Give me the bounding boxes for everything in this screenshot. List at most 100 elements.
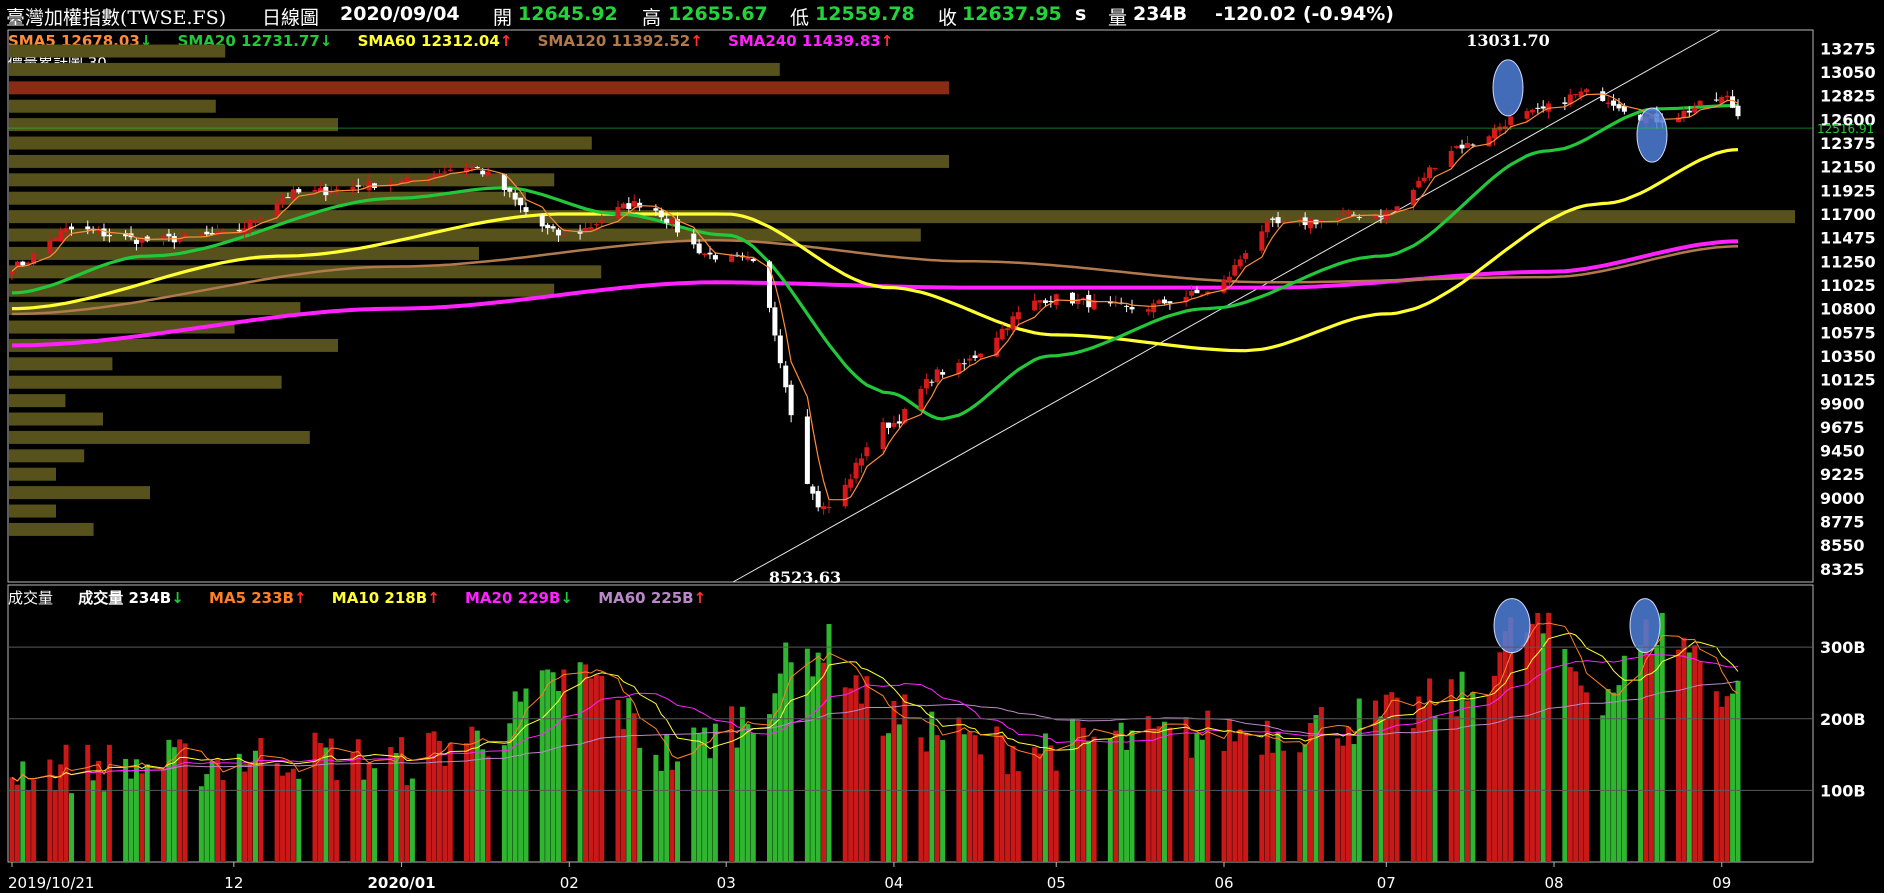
volume-bar <box>788 662 794 862</box>
volume-bar <box>615 700 621 862</box>
volume-profile-bar <box>9 99 216 113</box>
price-tick-label: 9900 <box>1820 394 1865 413</box>
candle <box>1308 217 1314 234</box>
volume-bar <box>252 750 258 862</box>
candle <box>1524 108 1530 122</box>
candle-body <box>139 238 145 243</box>
candle-body <box>804 416 810 484</box>
volume-bar <box>696 733 702 862</box>
volume-tick-label: 100B <box>1820 781 1866 800</box>
volume-bar <box>669 769 675 862</box>
volume-bar <box>961 734 967 862</box>
volume-tick-label: 300B <box>1820 638 1866 657</box>
sma120-legend[interactable]: SMA120 11392.52↑ <box>537 32 703 50</box>
volume-bar <box>123 758 129 862</box>
candle <box>101 223 107 242</box>
candle <box>853 457 859 484</box>
volume-bar <box>1297 752 1303 862</box>
candle <box>886 422 892 435</box>
volume-bar <box>539 670 545 862</box>
volume-bar <box>1719 706 1725 862</box>
candle <box>821 502 827 515</box>
candle <box>133 237 139 251</box>
volume-bar <box>290 768 296 862</box>
candle-body <box>1410 189 1416 206</box>
price-tick-label: 12375 <box>1820 134 1876 153</box>
price-panel-frame <box>7 29 1814 583</box>
period-label[interactable]: 日線圖 <box>262 7 320 29</box>
volume-bar <box>750 733 756 862</box>
candle-body <box>777 335 783 364</box>
price-tick-label: 9450 <box>1820 442 1865 461</box>
candle <box>1464 136 1470 149</box>
candle <box>896 414 902 428</box>
candle-body <box>133 239 139 244</box>
volume-bar <box>1221 750 1227 862</box>
candle <box>1735 99 1741 120</box>
candle <box>1573 93 1579 99</box>
candle-body <box>539 214 545 227</box>
volume-bar <box>545 669 551 862</box>
volume-bar <box>236 753 242 862</box>
volume-bar <box>436 740 442 862</box>
price-tick-label: 9675 <box>1820 418 1865 437</box>
volume-bar <box>956 717 962 862</box>
candle-body <box>675 219 681 233</box>
candle <box>1075 293 1081 310</box>
volume-bar <box>1091 736 1097 862</box>
volume-bar <box>1232 741 1238 862</box>
sma240-legend[interactable]: SMA240 11439.83↑ <box>728 32 894 50</box>
candle <box>788 380 794 423</box>
volume-bar <box>1037 753 1043 862</box>
price-tick-label: 13050 <box>1820 63 1876 82</box>
sma60-legend[interactable]: SMA60 12312.04↑ <box>357 32 513 50</box>
volume-bar <box>1535 612 1541 862</box>
candle-body <box>940 372 946 375</box>
volume-profile-bar <box>9 522 94 536</box>
volume-bar <box>133 759 139 862</box>
volume-bar <box>366 763 372 862</box>
volume-bar <box>577 662 583 862</box>
peak-annotation: 13031.70 <box>1466 31 1550 50</box>
candle <box>842 477 848 509</box>
candle <box>1459 139 1465 154</box>
candle-body <box>1567 94 1573 105</box>
volume-panel-title: 成交量 <box>8 589 54 607</box>
volume-bar <box>848 688 854 862</box>
candle <box>139 232 145 250</box>
candle <box>1675 112 1681 123</box>
volume-bar <box>1113 730 1119 862</box>
candle-body <box>123 233 129 237</box>
ma20-legend[interactable]: MA20 229B↓ <box>465 589 573 607</box>
candle-body <box>1113 302 1119 304</box>
volume-bar <box>583 664 589 862</box>
close-label: 收 <box>938 7 958 29</box>
candle <box>1410 188 1416 213</box>
volume-bar <box>388 746 394 862</box>
candle <box>296 187 302 195</box>
volume-bar <box>1567 667 1573 862</box>
candle <box>474 166 480 169</box>
candle <box>1124 304 1130 313</box>
volume-bar <box>1611 692 1617 862</box>
ma5-legend[interactable]: MA5 233B↑ <box>209 589 307 607</box>
ma60-legend[interactable]: MA60 225B↑ <box>598 589 707 607</box>
candle <box>1270 216 1276 227</box>
candle <box>518 197 524 213</box>
candle <box>1167 301 1173 310</box>
candle <box>328 186 334 195</box>
price-tick-label: 12150 <box>1820 158 1876 177</box>
volume-bar <box>139 773 145 862</box>
volume-bar <box>1675 649 1681 862</box>
candle-body <box>1281 220 1287 223</box>
volume-bar <box>447 743 453 862</box>
candle <box>1421 172 1427 184</box>
candle-body <box>1573 93 1579 95</box>
candle-body <box>766 261 772 308</box>
vol-legend[interactable]: 成交量 234B↓ <box>78 589 184 607</box>
volume-profile-bar <box>9 357 113 371</box>
ma10-legend[interactable]: MA10 218B↑ <box>331 589 440 607</box>
volume-bar <box>312 732 318 862</box>
volume-bar <box>1416 696 1422 862</box>
